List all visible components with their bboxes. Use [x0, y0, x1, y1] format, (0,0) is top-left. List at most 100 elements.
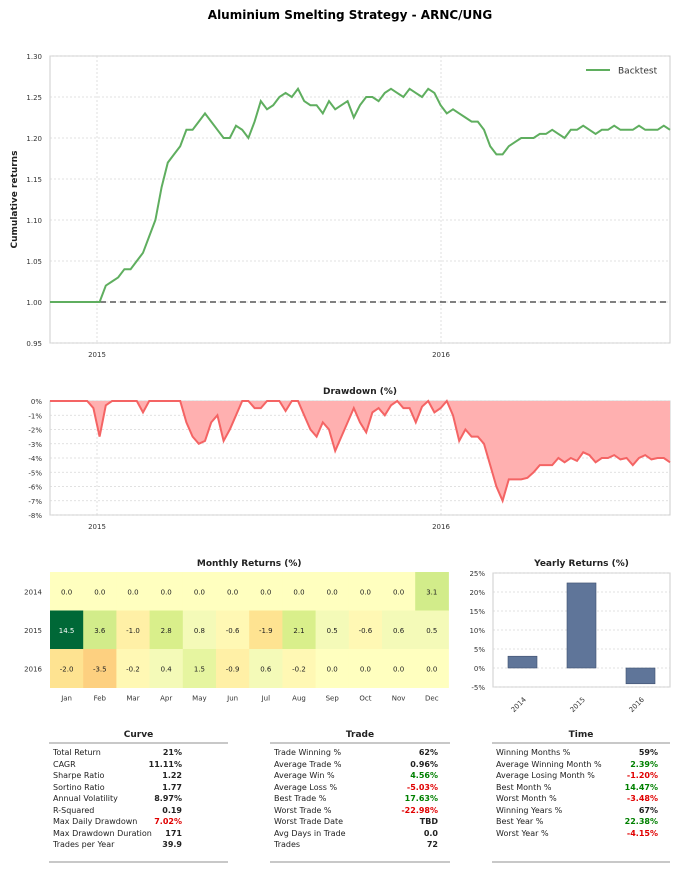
heatmap-cell-label: 0.5	[426, 627, 437, 635]
heatmap-cell	[116, 649, 151, 688]
legend-label: Backtest	[618, 67, 658, 77]
heatmap-cell	[415, 649, 449, 688]
stat-row: Worst Month % -3.48%	[492, 793, 670, 805]
heatmap-cell	[282, 572, 317, 611]
trade-table-title: Trade	[345, 730, 375, 740]
stat-value: -4.15%	[626, 828, 658, 838]
stat-value: 4.56%	[410, 771, 438, 780]
heatmap-cell	[182, 610, 217, 650]
heatmap-cell-label: 0.0	[393, 588, 404, 596]
stat-value: -22.98%	[401, 805, 438, 815]
time-table-rows: Winning Months % 59% Average Winning Month…	[492, 744, 670, 861]
stat-value: 2.39%	[630, 759, 658, 769]
y-tick-label: 0%	[31, 398, 42, 406]
heatmap-col-label: Jul	[261, 695, 271, 703]
stat-row: Average Win % 4.56%	[270, 770, 450, 782]
stat-label: Average Loss %	[274, 782, 338, 792]
y-tick-label: 10%	[469, 627, 485, 635]
y-tick-label: 1.10	[26, 217, 42, 225]
stat-label: Worst Month %	[496, 794, 557, 803]
stat-value: 72	[426, 840, 438, 849]
stat-label: R-Squared	[53, 805, 95, 815]
heatmap-col-label: May	[192, 695, 206, 703]
stat-row: Worst Trade Date TBD	[270, 816, 450, 828]
stat-label: Average Trade %	[274, 759, 342, 769]
heatmap-cell	[315, 572, 350, 611]
x-tick-label: 2016	[432, 523, 450, 531]
y-tick-label: 5%	[474, 646, 485, 654]
y-tick-label: 1.30	[26, 53, 42, 61]
stat-row: Average Trade % 0.96%	[270, 759, 450, 771]
heatmap-cell	[83, 649, 117, 688]
heatmap-cell	[249, 610, 283, 650]
heatmap-cell-label: 2.8	[161, 627, 172, 635]
stat-label: Annual Volatility	[53, 794, 118, 803]
y-tick-label: 15%	[469, 608, 485, 616]
curve-table-top-rule	[49, 742, 228, 744]
y-tick-label: -8%	[28, 512, 42, 520]
stat-row: Sortino Ratio 1.77	[49, 782, 228, 794]
y-tick-label: 1.25	[26, 94, 42, 102]
heatmap-col-label: Sep	[326, 695, 340, 703]
yearly-bar	[625, 667, 656, 685]
stat-value: 62%	[418, 748, 438, 757]
stat-value: 59%	[638, 748, 658, 757]
heatmap-cell-label: 0.0	[260, 588, 271, 596]
x-tick-label: 2015	[88, 351, 106, 359]
heatmap-cell-label: 0.0	[360, 588, 371, 596]
stat-row: Avg Days in Trade 0.0	[270, 828, 450, 840]
heatmap-cell	[348, 649, 383, 688]
heatmap-cell-label: -3.5	[93, 665, 107, 673]
stat-label: Best Trade %	[274, 794, 327, 803]
stat-value: 171	[165, 828, 182, 838]
stat-label: Total Return	[53, 748, 101, 757]
heatmap-cell-label: 0.5	[327, 627, 338, 635]
heatmap-col-label: Feb	[94, 695, 107, 703]
x-tick-label: 2016	[628, 695, 647, 714]
y-tick-label: -3%	[28, 441, 42, 449]
y-tick-label: 1.20	[26, 135, 42, 143]
heatmap-cell-label: 1.5	[194, 665, 205, 673]
y-tick-label: 1.15	[26, 176, 42, 184]
x-tick-label: 2015	[88, 523, 106, 531]
heatmap-cell-label: 0.6	[393, 627, 405, 635]
stat-row: Max Daily Drawdown 7.02%	[49, 816, 228, 828]
heatmap-cell	[382, 610, 416, 650]
heatmap-cell-label: 0.0	[94, 588, 105, 596]
stat-label: Winning Years %	[496, 805, 563, 815]
heatmap-cell	[415, 572, 449, 611]
heatmap-cell	[182, 572, 217, 611]
heatmap-cell	[116, 610, 151, 650]
y-tick-label: 0%	[474, 665, 485, 673]
heatmap-cell	[382, 572, 416, 611]
time-table-top-rule	[492, 742, 670, 744]
curve-table-rows: Total Return 21% CAGR 11.11% Sharpe Ratio 1.2…	[49, 744, 228, 861]
heatmap-cell	[249, 572, 283, 611]
heatmap-cell-label: 0.0	[426, 665, 437, 673]
heatmap-col-label: Mar	[126, 695, 139, 703]
heatmap-cell-label: 0.0	[194, 588, 205, 596]
stat-label: Trade Winning %	[274, 748, 342, 757]
stat-row: Sharpe Ratio 1.22	[49, 770, 228, 782]
stat-value: 14.47%	[624, 782, 658, 792]
time-table-title: Time	[568, 730, 594, 740]
heatmap-row-label: 2015	[24, 627, 42, 635]
heatmap-cell-label: -1.0	[126, 627, 140, 635]
time-table: Time Winning Months % 59% Average Winning …	[492, 728, 670, 863]
curve-table-title: Curve	[123, 730, 154, 740]
heatmap-col-label: Aug	[292, 695, 306, 703]
plot-frame	[49, 55, 671, 344]
stat-row: Annual Volatility 8.97%	[49, 793, 228, 805]
stat-row: Trades 72	[270, 839, 450, 851]
stat-value: 1.77	[162, 782, 182, 792]
heatmap-cell-label: 3.1	[426, 588, 437, 596]
drawdown-title: Drawdown (%)	[323, 387, 397, 397]
stat-label: Worst Trade %	[274, 805, 332, 815]
stat-label: Max Drawdown Duration	[53, 828, 152, 838]
stat-label: Trades	[274, 840, 301, 849]
yearly-bar	[507, 655, 538, 669]
heatmap-col-label: Jan	[60, 695, 72, 703]
heatmap-cell-label: -1.9	[259, 627, 273, 635]
heatmap-row-label: 2014	[24, 588, 42, 596]
